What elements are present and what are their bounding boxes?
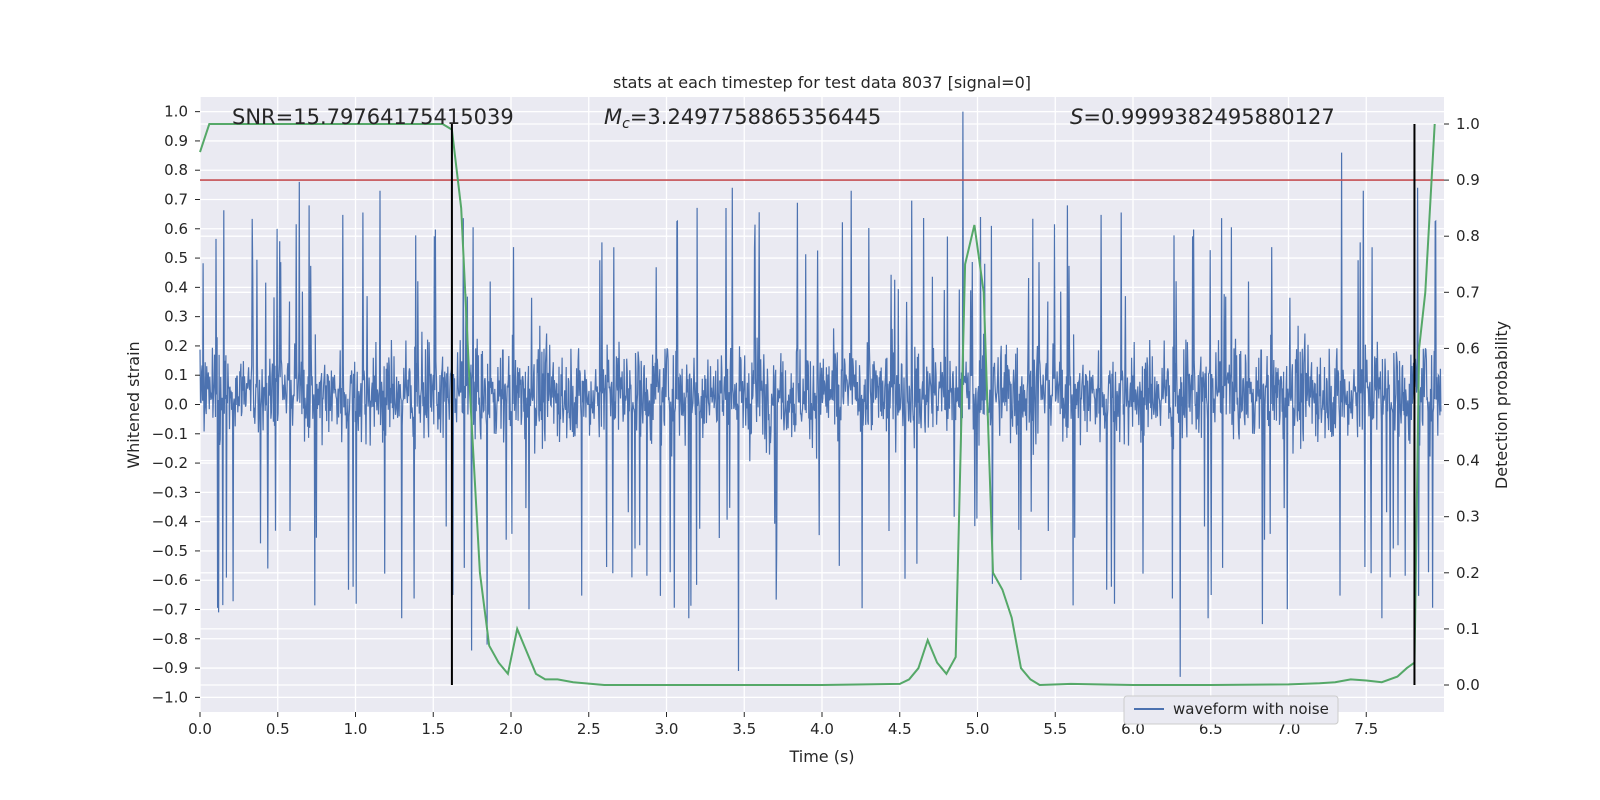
x-tick-label: 1.0 <box>344 720 368 738</box>
y-right-tick-label: 0.8 <box>1456 227 1480 245</box>
y-left-tick-label: −0.1 <box>152 425 188 443</box>
waveform-series <box>199 111 1442 677</box>
legend-box <box>1123 695 1339 725</box>
y-left-tick-label: −0.5 <box>152 542 188 560</box>
s-value: =0.9999382495880127 <box>1083 105 1334 129</box>
chart-title: stats at each timestep for test data 803… <box>613 73 1031 92</box>
x-axis-label: Time (s) <box>788 747 854 766</box>
y-right-tick-label: 0.1 <box>1456 620 1480 638</box>
x-tick-label: 0.0 <box>188 720 212 738</box>
y-axis-right-label: Detection probability <box>1492 321 1511 489</box>
x-tick-label: 3.5 <box>732 720 756 738</box>
chirp-mass-annotation: Mc=3.2497758865356445 <box>604 105 881 132</box>
y-left-tick-label: −0.6 <box>152 571 188 589</box>
y-right-tick-label: 0.9 <box>1456 171 1480 189</box>
s-annotation: S=0.9999382495880127 <box>1070 105 1335 129</box>
y-right-tick-label: 0.5 <box>1456 396 1480 414</box>
y-left-tick-label: −0.8 <box>152 630 188 648</box>
x-tick-label: 5.0 <box>966 720 990 738</box>
y-left-tick-label: 0.9 <box>164 132 188 150</box>
detection-probability-line <box>199 123 1436 687</box>
y-right-tick-label: 0.7 <box>1456 283 1480 301</box>
y-right-tick-label: 0.0 <box>1456 676 1480 694</box>
y-left-tick-label: 0.1 <box>164 366 188 384</box>
y-left-tick-label: −0.4 <box>152 513 188 531</box>
chirp-mass-subscript: c <box>622 116 630 132</box>
y-left-tick-label: −1.0 <box>152 688 188 706</box>
y-right-tick-label: 1.0 <box>1456 115 1480 133</box>
s-symbol: S <box>1070 105 1083 129</box>
y-left-tick-label: 0.2 <box>164 337 188 355</box>
y-right-tick-label: 0.3 <box>1456 508 1480 526</box>
x-tick-label: 7.5 <box>1354 720 1378 738</box>
snr-annotation: SNR=15.79764175415039 <box>232 105 514 129</box>
y-left-tick-label: 0.4 <box>164 278 188 296</box>
x-tick-label: 3.0 <box>655 720 679 738</box>
y-left-tick-label: 0.7 <box>164 191 188 209</box>
x-tick-label: 4.0 <box>810 720 834 738</box>
y-left-tick-label: 0.6 <box>164 220 188 238</box>
y-right-tick-label: 0.4 <box>1456 452 1480 470</box>
x-tick-label: 2.5 <box>577 720 601 738</box>
x-tick-label: 0.5 <box>266 720 290 738</box>
chirp-mass-value: =3.2497758865356445 <box>630 105 881 129</box>
y-right-tick-label: 0.6 <box>1456 339 1480 357</box>
x-tick-label: 1.5 <box>421 720 445 738</box>
x-tick-label: 4.5 <box>888 720 912 738</box>
y-left-tick-label: −0.2 <box>152 454 188 472</box>
y-left-tick-label: −0.7 <box>152 601 188 619</box>
y-left-tick-label: 0.8 <box>164 161 188 179</box>
overlay-layer <box>199 123 1444 687</box>
x-tick-label: 2.0 <box>499 720 523 738</box>
y-left-tick-label: 0.5 <box>164 249 188 267</box>
y-left-tick-label: −0.3 <box>152 483 188 501</box>
y-left-tick-label: 1.0 <box>164 103 188 121</box>
legend: waveform with noise <box>1123 695 1339 725</box>
y-left-tick-label: 0.0 <box>164 396 188 414</box>
x-tick-label: 5.5 <box>1043 720 1067 738</box>
chirp-mass-symbol: M <box>604 105 622 129</box>
y-left-tick-label: 0.3 <box>164 308 188 326</box>
waveform-line <box>199 111 1442 677</box>
y-axis-left-label: Whitened strain <box>124 341 143 468</box>
ticks-layer: 0.0 0.5 1.0 1.5 2.0 2.5 3.0 3.5 4.0 4.5 5.0 5.5 6.0 6… <box>152 103 1480 738</box>
y-left-tick-label: −0.9 <box>152 659 188 677</box>
legend-label-waveform: waveform with noise <box>1173 700 1329 718</box>
y-right-tick-label: 0.2 <box>1456 564 1480 582</box>
